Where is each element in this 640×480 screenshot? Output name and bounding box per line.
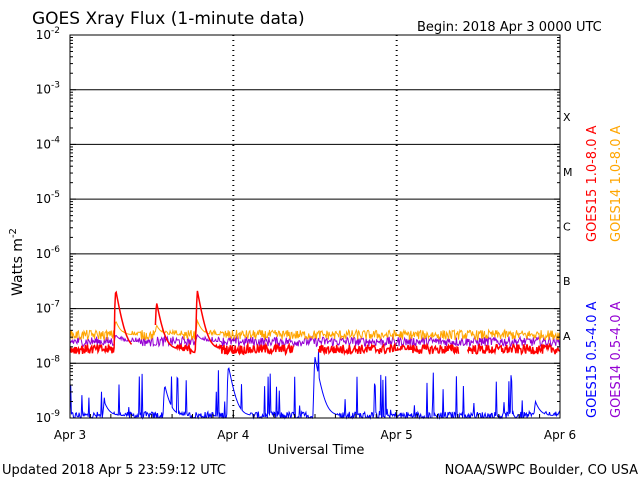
flare-class-label: C — [563, 221, 571, 234]
legend-entry: GOES14 1.0-8.0 A — [609, 125, 624, 242]
plot-area — [70, 35, 560, 418]
y-tick-label: 10-7 — [36, 300, 60, 316]
flare-class-label: M — [563, 166, 573, 179]
y-tick-label: 10-5 — [36, 190, 60, 206]
y-tick-label: 10-8 — [36, 354, 61, 370]
y-axis-label: Watts m — [10, 238, 26, 296]
plot-background — [70, 35, 560, 418]
y-tick-base: 10 — [36, 192, 51, 206]
begin-label: Begin: 2018 Apr 3 0000 UTC — [417, 20, 602, 35]
y-tick-base: 10 — [36, 302, 51, 316]
y-tick-exponent: -2 — [51, 26, 60, 36]
legend-entry: GOES14 0.5-4.0 A — [609, 301, 624, 418]
chart-title: GOES Xray Flux (1-minute data) — [32, 9, 305, 29]
y-tick-exponent: -4 — [51, 135, 60, 145]
x-tick-label: Apr 6 — [544, 428, 576, 442]
y-tick-label: 10-2 — [36, 26, 60, 42]
x-tick-label: Apr 3 — [54, 428, 86, 442]
y-tick-exponent: -8 — [51, 354, 60, 364]
x-axis-label: Universal Time — [268, 443, 365, 458]
x-tick-label: Apr 5 — [381, 428, 413, 442]
y-tick-exponent: -3 — [51, 81, 60, 91]
x-tick-label: Apr 4 — [217, 428, 249, 442]
flare-class-label: X — [563, 111, 571, 124]
y-tick-base: 10 — [36, 28, 51, 42]
legend: GOES15 1.0-8.0 A GOES14 1.0-8.0 A GOES15 0… — [585, 125, 624, 418]
legend-label: GOES15 1.0-8.0 A — [585, 125, 600, 242]
legend-label: GOES14 1.0-8.0 A — [609, 125, 624, 242]
flare-class-label: A — [563, 330, 571, 343]
y-tick-exponent: -9 — [51, 409, 60, 419]
y-axis-title: Watts m-2 — [8, 228, 26, 296]
y-tick-base: 10 — [36, 247, 51, 261]
flare-class-label: B — [563, 275, 571, 288]
legend-label: GOES15 0.5-4.0 A — [585, 301, 600, 418]
y-axis-unit-exponent: -2 — [8, 228, 19, 238]
series-line — [69, 290, 561, 357]
y-tick-label: 10-9 — [36, 409, 61, 425]
y-tick-label: 10-3 — [36, 81, 60, 97]
legend-entry: GOES15 1.0-8.0 A — [585, 125, 600, 242]
series-line — [69, 318, 561, 342]
legend-entry: GOES15 0.5-4.0 A — [585, 301, 600, 418]
y-tick-base: 10 — [36, 411, 51, 425]
y-tick-exponent: -5 — [51, 190, 60, 200]
svg-text:Watts m-2: Watts m-2 — [8, 228, 26, 296]
y-tick-label: 10-4 — [36, 135, 61, 151]
footer-credit: NOAA/SWPC Boulder, CO USA — [445, 463, 638, 478]
y-tick-exponent: -6 — [51, 245, 60, 255]
y-tick-base: 10 — [36, 83, 51, 97]
y-tick-base: 10 — [36, 356, 51, 370]
footer-updated: Updated 2018 Apr 5 23:59:12 UTC — [2, 463, 226, 478]
y-tick-exponent: -7 — [51, 300, 60, 310]
y-tick-label: 10-6 — [36, 245, 61, 261]
y-tick-base: 10 — [36, 137, 51, 151]
legend-label: GOES14 0.5-4.0 A — [609, 301, 624, 418]
